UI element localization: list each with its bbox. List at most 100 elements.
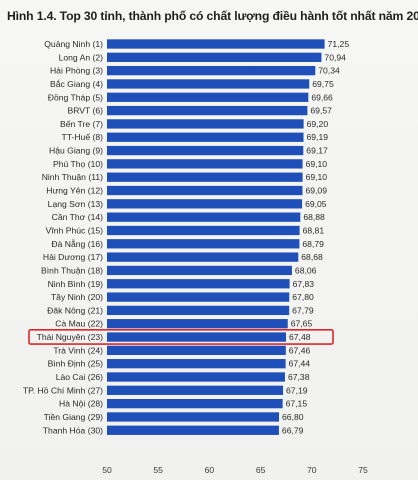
bar-4	[107, 79, 310, 89]
value-label: 67,65	[291, 319, 313, 329]
value-label: 69,20	[307, 119, 329, 129]
value-label: 69,57	[310, 106, 332, 116]
bar-28	[107, 398, 283, 409]
category-label: Phú Thọ (10)	[53, 159, 103, 169]
value-label: 70,34	[318, 66, 340, 76]
value-label: 70,94	[324, 52, 346, 62]
x-axis: 50 55 60 65 70 75	[102, 465, 368, 475]
category-label: Ninh Bình (19)	[48, 279, 104, 289]
category-label: TT-Huế (8)	[61, 132, 103, 142]
bar-16	[107, 239, 300, 249]
value-label: 67,38	[288, 372, 310, 382]
category-label: Thanh Hóa (30)	[43, 425, 103, 435]
category-label: Cần Thơ (14)	[52, 212, 103, 222]
bar-23	[107, 332, 286, 342]
value-label: 69,09	[305, 186, 327, 196]
category-label: Ninh Thuận (11)	[42, 172, 103, 182]
category-label: Bắc Giang (4)	[50, 79, 103, 89]
value-label: 67,44	[289, 359, 311, 369]
value-label: 68,88	[303, 212, 325, 222]
bar-6	[107, 105, 308, 116]
value-label: 67,19	[286, 385, 308, 395]
bar-9	[107, 145, 304, 156]
value-label: 68,79	[302, 239, 324, 249]
category-label: Tây Ninh (20)	[51, 292, 103, 302]
x-tick-label: 60	[205, 465, 215, 475]
value-label: 69,66	[311, 92, 333, 102]
value-label: 68,81	[303, 225, 325, 235]
category-label: Hậu Giang (9)	[49, 146, 103, 156]
bar-20	[107, 292, 290, 302]
bar-30	[107, 425, 279, 435]
value-label: 67,83	[293, 279, 315, 289]
value-label: 69,10	[306, 159, 328, 169]
value-label: 67,48	[289, 332, 311, 342]
category-label: Thái Nguyên (23)	[37, 332, 104, 342]
category-label: Vĩnh Phúc (15)	[46, 225, 103, 235]
category-label: BRVT (6)	[68, 106, 104, 116]
value-label: 69,17	[306, 146, 328, 156]
category-label: Đồng Tháp (5)	[48, 92, 103, 102]
value-label: 68,06	[295, 265, 317, 275]
bar-27	[107, 385, 284, 395]
bar-18	[107, 265, 292, 276]
category-label: Hưng Yên (12)	[46, 186, 103, 196]
value-label: 67,15	[286, 399, 308, 409]
category-label: Đà Nẵng (16)	[51, 239, 103, 249]
bar-2	[107, 52, 322, 62]
chart-title: Hình 1.4. Top 30 tỉnh, thành phố có chất…	[7, 9, 418, 23]
category-label: Long An (2)	[59, 52, 104, 62]
category-label: Đăk Nông (21)	[47, 305, 103, 315]
bar-26	[107, 372, 285, 382]
category-label: Cà Mau (22)	[55, 319, 103, 329]
value-label: 69,05	[305, 199, 327, 209]
category-label: Hà Nội (28)	[59, 399, 103, 409]
value-label: 66,80	[282, 412, 304, 422]
bar-10	[107, 159, 303, 169]
value-label: 67,79	[292, 305, 314, 315]
highlight-box	[28, 329, 334, 345]
bars-group	[107, 39, 325, 435]
bar-29	[107, 412, 280, 422]
bar-7	[107, 119, 304, 129]
category-label: Tiền Giang (29)	[44, 412, 104, 422]
bar-1	[107, 39, 325, 49]
x-tick-label: 70	[307, 465, 317, 475]
x-tick-label: 55	[153, 465, 163, 475]
bar-12	[107, 185, 303, 196]
value-label: 66,79	[282, 425, 304, 435]
bar-13	[107, 199, 303, 209]
category-label: Bến Tre (7)	[60, 119, 103, 129]
bar-25	[107, 359, 286, 369]
bar-15	[107, 225, 300, 236]
bar-17	[107, 252, 299, 262]
category-label: TP. Hồ Chí Minh (27)	[23, 385, 103, 395]
category-label: Lạng Sơn (13)	[48, 199, 103, 209]
value-label: 69,19	[307, 132, 329, 142]
bar-19	[107, 279, 290, 289]
value-label: 71,25	[328, 39, 350, 49]
bar-8	[107, 132, 304, 142]
x-tick-label: 50	[102, 465, 112, 475]
category-label: Bình Định (25)	[48, 359, 104, 369]
category-label: Bình Thuận (18)	[41, 265, 103, 275]
category-label: Lào Cai (26)	[56, 372, 103, 382]
bar-24	[107, 345, 286, 356]
value-label: 69,10	[306, 172, 328, 182]
bar-22	[107, 319, 288, 329]
value-label: 67,46	[289, 345, 311, 355]
labels-group: Quảng Ninh (1) 71,25 Long An (2) 70,94 Hải P…	[23, 39, 349, 435]
bar-14	[107, 212, 301, 222]
category-label: Quảng Ninh (1)	[44, 39, 103, 49]
bar-11	[107, 172, 303, 182]
x-tick-label: 75	[358, 465, 368, 475]
bar-3	[107, 65, 316, 76]
value-label: 69,75	[312, 79, 334, 89]
highlight-group	[28, 329, 334, 345]
value-label: 67,80	[292, 292, 314, 302]
category-label: Hải Dương (17)	[43, 252, 103, 262]
category-label: Trà Vinh (24)	[53, 345, 103, 355]
value-label: 68,68	[301, 252, 323, 262]
